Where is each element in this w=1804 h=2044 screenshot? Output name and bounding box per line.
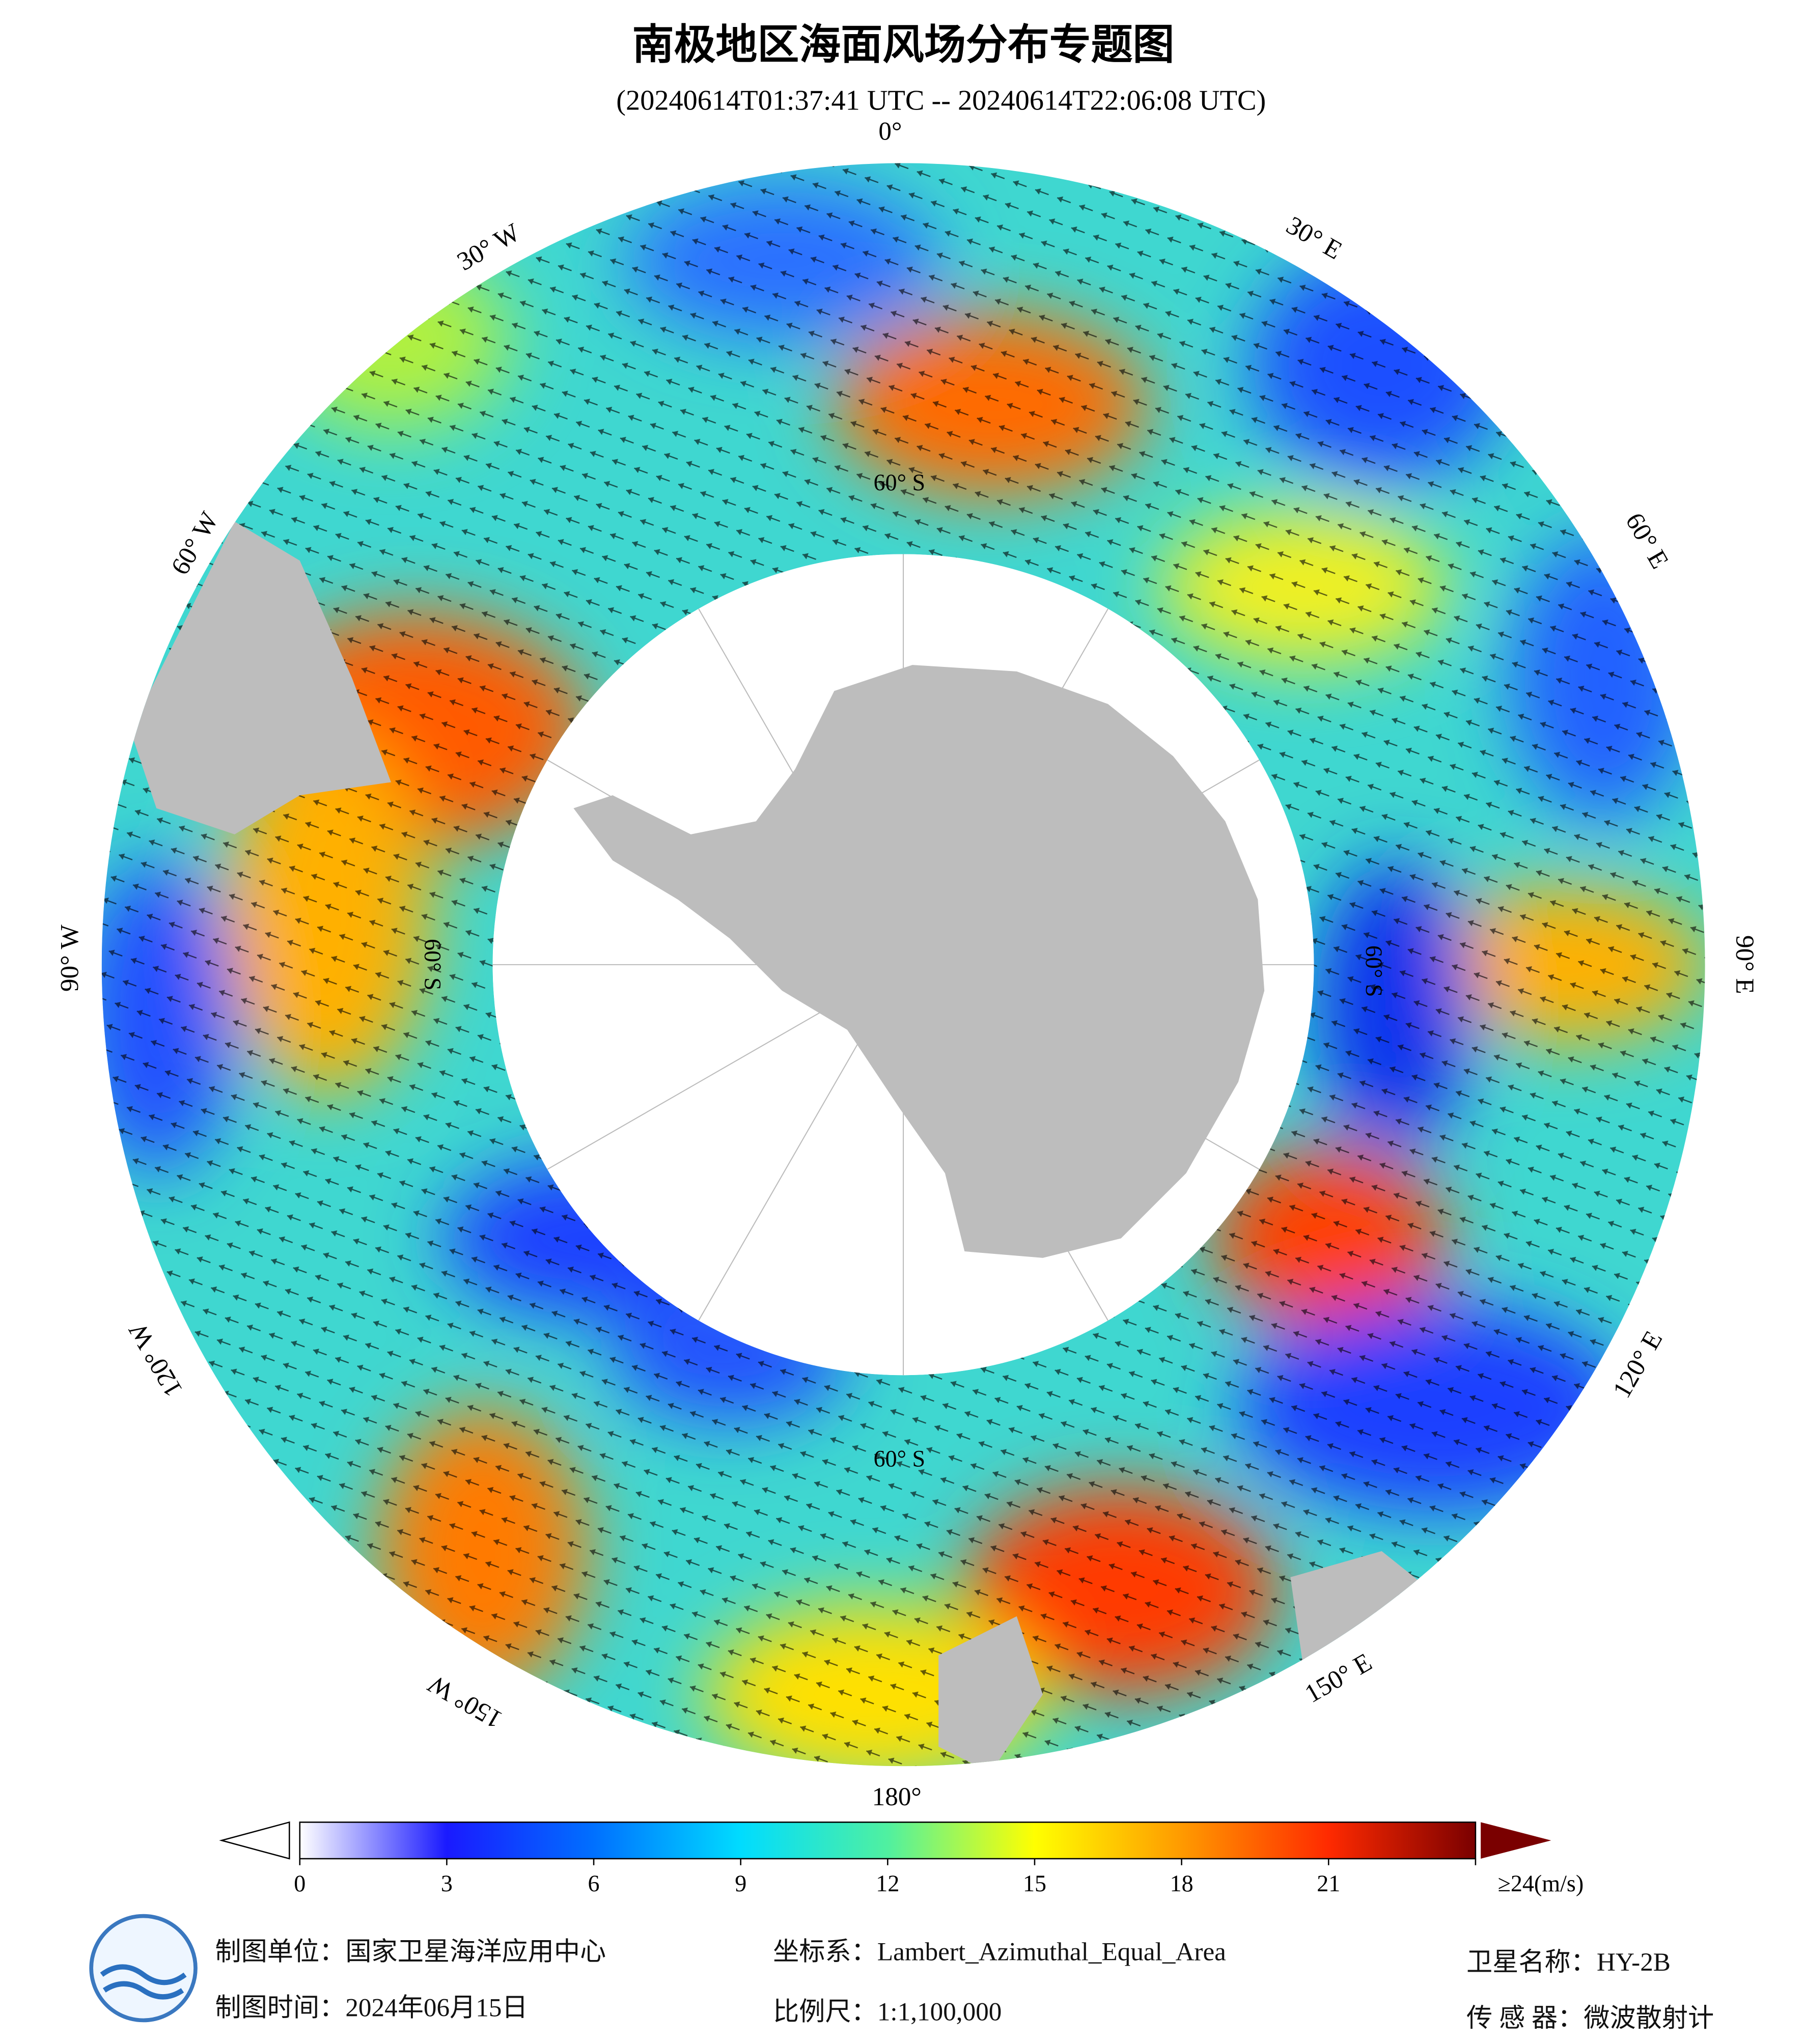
colorbar-tick-label: 18: [1170, 1870, 1194, 1896]
colorbar-tick-label: 9: [735, 1870, 746, 1896]
colorbar-over: [1481, 1822, 1551, 1859]
footer-unit: 制图单位：国家卫星海洋应用中心: [215, 1938, 606, 1967]
colorbar: 0 3 6 9 12 15 18 21 ≥24(m/s): [219, 1821, 1584, 1896]
latitude-label: 60° S: [1361, 945, 1387, 997]
latitude-label: 60° S: [874, 469, 926, 495]
colorbar-tick-label: ≥24(m/s): [1498, 1870, 1584, 1896]
colorbar-ramp: [299, 1822, 1477, 1860]
meridian-label: 150° W: [423, 1669, 507, 1734]
footer-satellite: 卫星名称：HY-2B: [1466, 1948, 1671, 1977]
footer-date: 制图时间：2024年06月15日: [215, 1994, 528, 2023]
latitude-label: 60° S: [874, 1445, 926, 1471]
footer-scale: 比例尺：1:1,100,000: [773, 1997, 1002, 2026]
footer-sensor: 传 感 器：微波散射计: [1466, 2004, 1714, 2033]
meridian-label: 120° E: [1607, 1326, 1668, 1403]
wind-field: [101, 163, 1705, 1767]
meridian-label: 90° W: [55, 924, 85, 992]
colorbar-tick-label: 12: [876, 1870, 899, 1896]
meridian-label: 120° W: [123, 1318, 188, 1402]
colorbar-under: [219, 1821, 290, 1860]
latitude-label: 60° S: [420, 939, 446, 991]
title: 南极地区海面风场分布专题图: [632, 21, 1175, 69]
colorbar-tick-label: 3: [441, 1870, 453, 1896]
colorbar-tick-label: 0: [294, 1870, 306, 1896]
footer-projection: 坐标系：Lambert_Azimuthal_Equal_Area: [773, 1938, 1226, 1967]
meridian-label: 60° E: [1620, 508, 1674, 574]
meridian-label: 30° E: [1282, 211, 1347, 265]
colorbar-tick-label: 21: [1317, 1870, 1340, 1896]
colorbar-tick-label: 6: [588, 1870, 600, 1896]
colorbar-tick-label: 15: [1023, 1870, 1046, 1896]
subtitle: (20240614T01:37:41 UTC -- 20240614T22:06…: [616, 85, 1266, 117]
meridian-label: 180°: [872, 1782, 922, 1811]
logo: [89, 1914, 198, 2023]
meridian-label: 150° E: [1300, 1647, 1377, 1709]
meridian-label: 90° E: [1730, 935, 1759, 994]
meridian-label: 0°: [878, 117, 902, 146]
antarctica: [573, 665, 1265, 1258]
